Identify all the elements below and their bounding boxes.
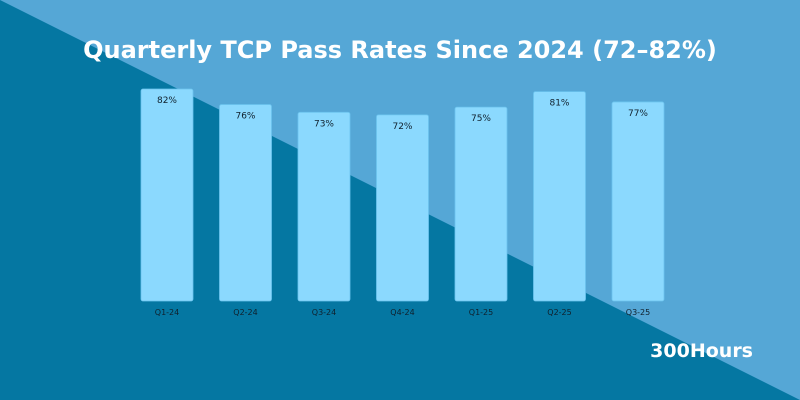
x-tick-label: Q1-25 (469, 308, 493, 317)
bar-q2-25 (533, 91, 586, 302)
x-tick-label: Q3-24 (312, 308, 336, 317)
x-tick-label: Q1-24 (155, 308, 179, 317)
data-label: 82% (157, 96, 177, 106)
x-tick-label: Q2-25 (547, 308, 571, 317)
data-label: 75% (471, 114, 491, 124)
x-tick-label: Q4-24 (390, 308, 414, 317)
chart-title: Quarterly TCP Pass Rates Since 2024 (72–… (83, 36, 717, 64)
bar-q3-24 (297, 111, 351, 302)
bar-q4-24 (376, 114, 429, 302)
x-tick-label: Q2-24 (233, 308, 257, 317)
x-tick-label: Q3-25 (626, 308, 650, 317)
bar-q1-24 (140, 88, 194, 302)
bar-q3-25 (611, 101, 665, 302)
bar-q2-24 (219, 104, 272, 302)
data-label: 77% (628, 109, 648, 119)
data-label: 81% (549, 99, 569, 109)
brand-logo: 300Hours (650, 340, 753, 362)
bar-q1-25 (454, 106, 508, 302)
data-label: 76% (235, 112, 255, 122)
data-label: 72% (392, 122, 412, 132)
data-label: 73% (314, 119, 334, 129)
